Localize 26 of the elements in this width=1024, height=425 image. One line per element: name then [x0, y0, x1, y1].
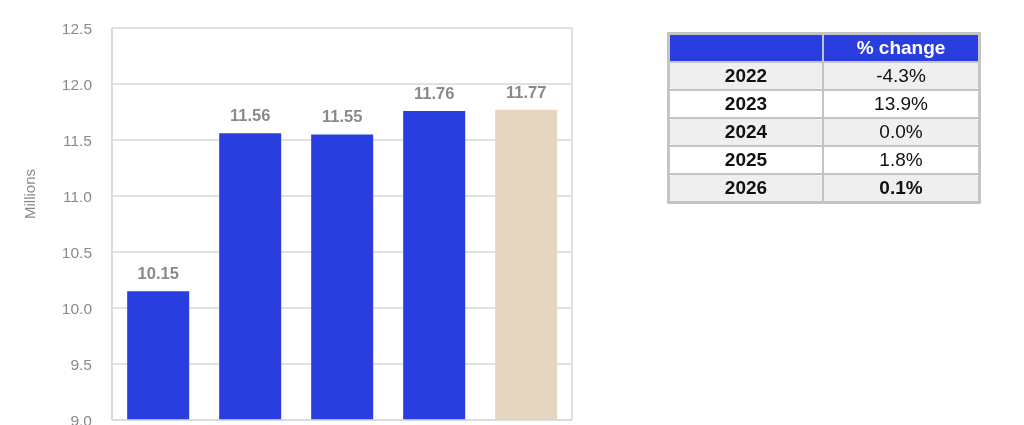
y-tick-label: 9.0 [70, 411, 93, 425]
data-label: 11.76 [413, 83, 455, 102]
y-tick-label: 2022 [668, 62, 823, 90]
header-row: % change [668, 33, 980, 62]
data-label: 13.9% [823, 90, 980, 118]
y-tick-label: 12.0 [61, 75, 93, 93]
y-tick-label: 2026 [668, 174, 823, 203]
y-tick-label: 2025 [668, 146, 823, 174]
y-axis-title: Millions [20, 168, 38, 220]
x-tick-label: % change [823, 33, 980, 62]
data-label: 11.56 [229, 106, 271, 125]
data-label: 11.77 [505, 82, 547, 101]
y-tick-label: 2024 [668, 118, 823, 146]
y-tick-label: 9.5 [70, 355, 92, 373]
data-label: 0.0% [823, 118, 980, 146]
data-label: 10.15 [137, 264, 179, 283]
data-label: 0.1% [823, 174, 980, 203]
y-tick-label: 10.5 [61, 243, 92, 261]
y-tick-label: 12.5 [61, 19, 92, 37]
y-tick-label: 2023 [668, 90, 823, 118]
y-tick-label: 11.0 [62, 187, 93, 205]
y-tick-label: 10.0 [61, 299, 93, 317]
data-label: -4.3% [823, 62, 980, 90]
data-label: 1.8% [823, 146, 980, 174]
data-label: 11.55 [321, 107, 363, 126]
y-tick-label: 11.5 [62, 131, 92, 149]
